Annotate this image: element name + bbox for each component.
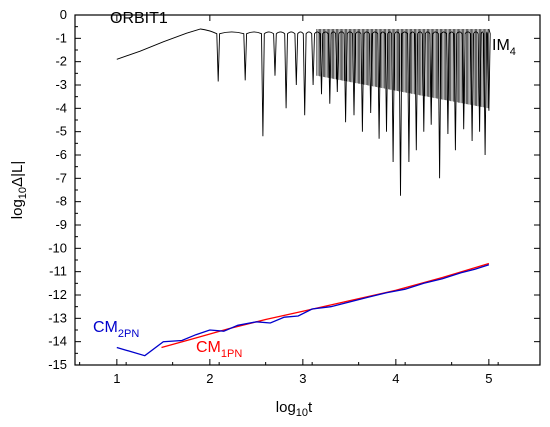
y-tick-label: -6 — [55, 147, 67, 162]
label-im4-sub: 4 — [510, 46, 516, 58]
chart-title: ORBIT1 — [110, 10, 168, 27]
x-axis-title-main: log — [276, 399, 296, 416]
series-im4-hatch — [316, 29, 489, 109]
label-cm2pn-sub: 2PN — [118, 328, 139, 340]
label-cm1pn: CM1PN — [196, 339, 242, 360]
y-tick-label: -15 — [48, 357, 67, 372]
y-axis-title-tail: Δ|L| — [9, 161, 26, 187]
series-im4-dense-oscillation — [316, 29, 489, 109]
series-cm1pn-line — [161, 262, 490, 349]
y-tick-label: -5 — [55, 124, 67, 139]
y-axis-title-main: log — [9, 199, 26, 219]
y-tick-label: -1 — [55, 30, 67, 45]
label-im4-main: IM — [492, 37, 510, 54]
y-tick-label: -4 — [55, 100, 67, 115]
x-tick-label: 2 — [206, 371, 213, 386]
y-tick-label: -11 — [49, 264, 67, 279]
y-axis-title-sub: 10 — [17, 187, 29, 199]
y-tick-label: -13 — [48, 310, 67, 325]
label-cm2pn: CM2PN — [93, 319, 139, 340]
x-axis-title-tail: t — [308, 399, 313, 416]
x-axis-title-sub: 10 — [296, 407, 308, 419]
y-tick-label: 0 — [60, 7, 67, 22]
y-tick-label: -7 — [55, 170, 67, 185]
y-tick-label: -8 — [55, 194, 67, 209]
label-cm1pn-main: CM — [196, 339, 221, 356]
y-tick-label: -9 — [55, 217, 67, 232]
label-im4: IM4 — [492, 37, 516, 58]
y-tick-label: -14 — [48, 334, 67, 349]
x-tick-label: 4 — [392, 371, 399, 386]
x-tick-label: 5 — [485, 371, 492, 386]
series-cm2pn-line — [116, 264, 490, 357]
x-tick-label: 1 — [113, 371, 120, 386]
series-im4-line — [116, 28, 491, 196]
y-tick-label: -2 — [55, 54, 67, 69]
y-axis-title: log10Δ|L| — [9, 161, 29, 219]
label-cm1pn-sub: 1PN — [221, 348, 242, 360]
y-tick-label: -12 — [48, 287, 67, 302]
x-axis-ticks: 1 2 3 4 5 — [79, 15, 499, 386]
y-axis-ticks: 0 -1 -2 -3 -4 -5 -6 -7 -8 -9 -10 -11 -12 -13 -14 -15 — [48, 7, 540, 372]
y-tick-label: -3 — [55, 77, 67, 92]
label-cm2pn-main: CM — [93, 319, 118, 336]
x-tick-label: 3 — [299, 371, 306, 386]
x-axis-title: log10t — [276, 399, 313, 419]
y-tick-label: -10 — [48, 240, 67, 255]
